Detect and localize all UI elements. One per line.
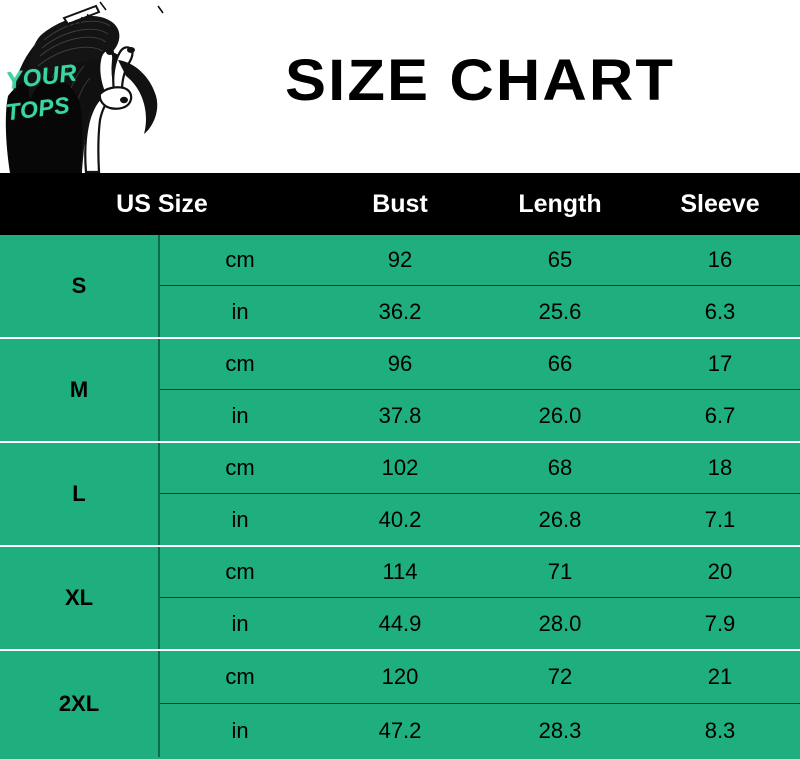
sleeve-cell: 7.9 — [704, 610, 736, 636]
length-cell: 72 — [547, 664, 573, 689]
table-body: S cm 92 65 16 in 36.2 25.6 6.3 — [0, 235, 800, 757]
sleeve-cell: 7.1 — [704, 506, 736, 532]
right-edge-margin — [797, 0, 800, 173]
measurement-row-in: in 36.2 25.6 6.3 — [160, 286, 800, 337]
column-divider — [158, 235, 160, 337]
table-row: 2XL cm 120 72 21 in 47.2 28.3 8.3 — [0, 651, 800, 757]
bust-cell: 92 — [387, 247, 413, 272]
measurement-row-cm: cm 96 66 17 — [160, 339, 800, 390]
unit-cell: cm — [225, 559, 255, 584]
sleeve-cell: 6.7 — [704, 402, 736, 428]
column-divider — [158, 443, 160, 545]
sleeve-cell: 16 — [707, 247, 733, 272]
bust-cell: 102 — [381, 455, 419, 480]
measurement-rows: cm 102 68 18 in 40.2 26.8 7.1 — [160, 443, 800, 545]
unit-cell: in — [231, 506, 249, 532]
unit-cell: in — [231, 610, 249, 636]
sleeve-cell: 8.3 — [704, 717, 736, 743]
length-cell: 65 — [547, 247, 573, 272]
measurement-rows: cm 92 65 16 in 36.2 25.6 6.3 — [160, 235, 800, 337]
measurement-row-cm: cm 120 72 21 — [160, 651, 800, 704]
bust-cell: 36.2 — [378, 298, 422, 324]
unit-cell: in — [231, 717, 249, 743]
size-label: M — [69, 377, 89, 402]
size-label: XL — [64, 585, 94, 610]
column-divider — [158, 547, 160, 649]
sleeve-cell: 21 — [707, 664, 733, 689]
measurement-row-in: in 40.2 26.8 7.1 — [160, 494, 800, 545]
unit-cell: cm — [225, 664, 255, 689]
size-label: S — [71, 273, 87, 298]
table-row: M cm 96 66 17 in 37.8 26.0 6.7 — [0, 339, 800, 443]
size-label: 2XL — [58, 691, 100, 716]
column-divider — [158, 651, 160, 757]
column-header-sleeve: Sleeve — [680, 190, 760, 218]
length-cell: 71 — [547, 559, 573, 584]
bust-cell: 40.2 — [378, 506, 422, 532]
measurement-rows: cm 114 71 20 in 44.9 28.0 7.9 — [160, 547, 800, 649]
sleeve-cell: 6.3 — [704, 298, 736, 324]
measurement-row-cm: cm 102 68 18 — [160, 443, 800, 494]
measurement-row-cm: cm 114 71 20 — [160, 547, 800, 598]
banner: YOUR TOPS SIZE CHART — [0, 0, 800, 173]
unit-cell: cm — [225, 351, 255, 376]
sleeve-cell: 17 — [707, 351, 733, 376]
length-cell: 26.8 — [538, 506, 582, 532]
sleeve-cell: 18 — [707, 455, 733, 480]
length-cell: 28.0 — [538, 610, 582, 636]
bust-cell: 114 — [382, 559, 418, 584]
column-header-bust: Bust — [372, 190, 428, 218]
measurement-rows: cm 120 72 21 in 47.2 28.3 8.3 — [160, 651, 800, 757]
table-row: L cm 102 68 18 in 40.2 26.8 7.1 — [0, 443, 800, 547]
unit-cell: in — [231, 298, 249, 324]
table-header-row: US Size Bust Length Sleeve — [0, 173, 800, 235]
unit-cell: cm — [225, 455, 255, 480]
unit-cell: in — [231, 402, 249, 428]
length-cell: 28.3 — [538, 717, 582, 743]
measurement-rows: cm 96 66 17 in 37.8 26.0 6.7 — [160, 339, 800, 441]
bust-cell: 47.2 — [378, 717, 422, 743]
table-row: XL cm 114 71 20 in 44.9 28.0 7.9 — [0, 547, 800, 651]
table-row: S cm 92 65 16 in 36.2 25.6 6.3 — [0, 235, 800, 339]
length-cell: 66 — [547, 351, 573, 376]
size-label: L — [72, 481, 86, 506]
length-cell: 68 — [547, 455, 573, 480]
measurement-row-in: in 44.9 28.0 7.9 — [160, 598, 800, 649]
measurement-row-in: in 37.8 26.0 6.7 — [160, 390, 800, 441]
sleeve-cell: 20 — [707, 559, 733, 584]
measurement-row-cm: cm 92 65 16 — [160, 235, 800, 286]
page-title: SIZE CHART — [285, 48, 676, 113]
length-cell: 26.0 — [538, 402, 582, 428]
size-chart-table: US Size Bust Length Sleeve S cm 92 65 16 — [0, 173, 800, 759]
column-header-us-size: US Size — [116, 190, 208, 218]
bust-cell: 96 — [387, 351, 413, 376]
bust-cell: 120 — [381, 664, 419, 689]
column-header-length: Length — [518, 190, 602, 218]
measurement-row-in: in 47.2 28.3 8.3 — [160, 704, 800, 757]
bust-cell: 37.8 — [378, 402, 422, 428]
unit-cell: cm — [225, 247, 255, 272]
length-cell: 25.6 — [538, 298, 582, 324]
column-divider — [158, 339, 160, 441]
woman-long-hair-icon — [0, 0, 170, 173]
bust-cell: 44.9 — [378, 610, 422, 636]
